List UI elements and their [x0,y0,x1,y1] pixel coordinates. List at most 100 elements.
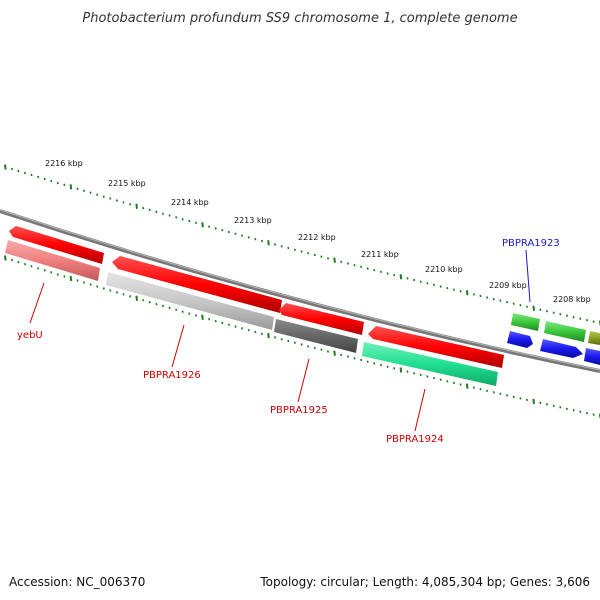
outer-ruler-tick [30,173,33,177]
inner-ruler-tick [247,328,250,332]
outer-ruler-tick [17,169,20,173]
outer-ruler-tick [135,203,138,209]
outer-ruler-tick [69,184,73,190]
inner-ruler-tick [426,375,429,378]
inner-ruler-tick [43,269,46,272]
outer-ruler-tick [545,309,549,313]
inner-ruler-tick [129,295,132,298]
leader-PBPRA1926 [171,324,185,368]
outer-ruler-tick [142,206,145,210]
gene-label-PBPRA1926[interactable]: PBPRA1926 [143,370,201,381]
inner-ruler-tick [572,409,575,412]
chromosome-backbone-highlight [0,209,600,371]
inner-ruler [4,255,600,419]
gene-arrow-forward-5[interactable] [511,313,540,331]
outer-ruler-tick [241,234,244,237]
gene-arrow-forward-2[interactable] [112,256,282,313]
inner-ruler-tick [300,343,303,346]
outer-ruler-tick [340,260,343,264]
gene-label-PBPRA1925[interactable]: PBPRA1925 [270,405,328,416]
outer-ruler-tick [413,278,416,282]
inner-ruler-tick [221,321,224,325]
inner-ruler-tick [579,410,582,413]
outer-ruler-tick [37,175,40,179]
outer-ruler-tick [373,268,376,272]
inner-ruler-tick [512,395,515,399]
map-title: Photobacterium profundum SS9 chromosome … [82,11,517,26]
inner-ruler-tick [109,289,112,292]
gene-arrow-reverse-4[interactable] [362,342,498,386]
inner-ruler-tick [446,380,449,383]
gene-label-PBPRA1923[interactable]: PBPRA1923 [502,238,560,249]
inner-ruler-tick [4,255,7,261]
outer-ruler-tick [399,274,403,280]
gene-arrow-reverse-5[interactable] [507,331,533,348]
outer-ruler-tick [293,248,296,252]
gene-arrow-reverse-6[interactable] [540,339,583,358]
gene-label-PBPRA1924[interactable]: PBPRA1924 [386,434,444,445]
outer-ruler-tick [499,299,502,302]
outer-ruler-tick [63,183,66,187]
inner-ruler-tick [413,372,416,375]
outer-ruler-tick [102,195,105,198]
accession-text: Accession: NC_006370 [9,575,145,589]
inner-ruler-tick [69,275,73,282]
gene-arrow-forward-1[interactable] [9,226,104,264]
outer-ruler-tick [353,263,356,267]
outer-ruler-tick [56,181,59,185]
outer-ruler-tick [274,243,277,246]
inner-ruler-tick [293,341,296,344]
inner-ruler-tick [56,273,59,276]
outer-ruler-tick [432,283,436,287]
inner-ruler-tick [10,258,13,262]
genome-summary-text: Topology: circular; Length: 4,085,304 bp… [259,575,590,589]
inner-ruler-tick [161,304,165,308]
inner-ruler-tick [492,391,495,394]
gene-arrow-reverse-2[interactable] [106,272,274,330]
gene-arrow-reverse-1[interactable] [5,240,100,281]
inner-ruler-tick [479,387,482,391]
outer-ruler-tick [194,221,197,225]
gene-arrow-reverse-7[interactable] [584,348,600,365]
outer-ruler-tick [122,201,125,204]
inner-ruler-tick [486,389,489,393]
outer-ruler-tick [320,255,323,258]
inner-ruler-tick [135,295,138,301]
outer-ruler-tick [472,293,475,296]
gene-label-yebU[interactable]: yebU [17,330,43,341]
outer-ruler-tick [287,246,290,250]
inner-ruler-tick [102,287,105,290]
inner-ruler-tick [353,357,356,360]
outer-ruler-tick [565,314,569,317]
outer-ruler-tick [4,164,7,170]
inner-ruler-tick [30,265,33,268]
kbp-label-2208: 2208 kbp [553,295,591,304]
outer-ruler-tick [247,236,250,239]
outer-ruler-tick [446,286,449,290]
inner-ruler-tick [287,339,290,343]
outer-ruler-tick [459,290,462,293]
kbp-label-2214: 2214 kbp [171,198,209,207]
inner-ruler-tick [419,373,422,377]
outer-ruler-tick [221,228,224,232]
gene-arrow-forward-7[interactable] [588,331,600,345]
gene-arrow-forward-3[interactable] [279,303,364,335]
gene-arrow-forward-4[interactable] [368,326,504,368]
inner-ruler-tick [592,413,595,416]
inner-ruler-tick [96,285,99,288]
gene-arrow-forward-6[interactable] [544,321,586,342]
outer-ruler-tick [406,277,409,280]
inner-ruler-tick [552,404,555,408]
outer-ruler-tick [559,312,562,316]
inner-ruler-tick [459,383,462,386]
inner-ruler-tick [181,310,184,313]
outer-ruler-tick [161,212,165,215]
leader-yebU [29,282,45,324]
inner-ruler-tick [565,407,569,411]
outer-ruler-tick [486,296,489,299]
outer-ruler-tick [579,317,582,320]
gene-arrow-reverse-3[interactable] [274,319,358,353]
outer-ruler-tick [366,267,369,270]
outer-ruler-tick [129,203,132,206]
kbp-label-2213: 2213 kbp [234,216,272,225]
